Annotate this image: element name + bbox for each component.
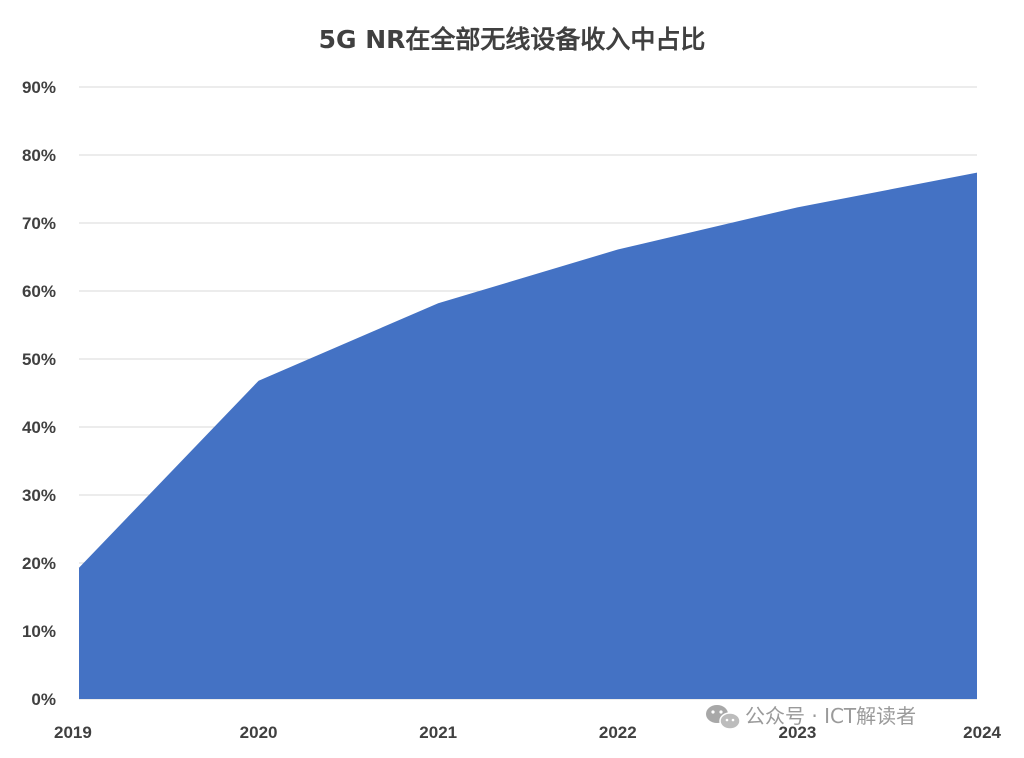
x-tick-label: 2021 bbox=[419, 723, 457, 742]
x-tick-label: 2024 bbox=[963, 723, 1001, 742]
watermark-text: 公众号 · ICT解读者 bbox=[745, 704, 916, 728]
y-tick-label: 40% bbox=[22, 418, 56, 437]
area-fill bbox=[79, 172, 977, 699]
y-tick-label: 90% bbox=[22, 78, 56, 97]
y-tick-label: 60% bbox=[22, 282, 56, 301]
watermark: 公众号 · ICT解读者 bbox=[706, 704, 916, 730]
y-tick-label: 20% bbox=[22, 554, 56, 573]
chart-title: 5G NR在全部无线设备收入中占比 bbox=[319, 25, 706, 54]
x-tick-label: 2023 bbox=[778, 723, 816, 742]
y-tick-label: 70% bbox=[22, 214, 56, 233]
y-tick-label: 30% bbox=[22, 486, 56, 505]
x-tick-label: 2019 bbox=[54, 723, 92, 742]
y-tick-label: 0% bbox=[31, 690, 56, 709]
y-tick-label: 50% bbox=[22, 350, 56, 369]
y-tick-label: 10% bbox=[22, 622, 56, 641]
y-axis-ticks: 0% 10% 20% 30% 40% 50% 60% 70% 80% 90% bbox=[22, 78, 56, 709]
x-axis-ticks: 2019 2020 2021 2022 2023 2024 bbox=[54, 723, 1002, 742]
y-tick-label: 80% bbox=[22, 146, 56, 165]
x-tick-label: 2020 bbox=[240, 723, 278, 742]
area-series bbox=[79, 172, 977, 699]
x-tick-label: 2022 bbox=[599, 723, 637, 742]
wechat-icon bbox=[706, 705, 741, 730]
